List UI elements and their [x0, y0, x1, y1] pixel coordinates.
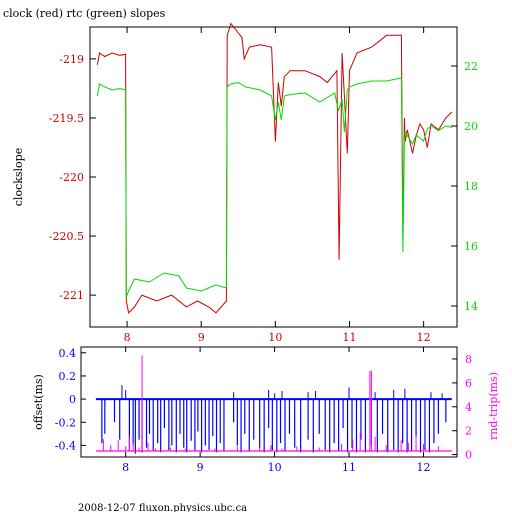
top-y-axis-label: clockslope	[12, 148, 25, 206]
top-y-left-tick-label: -221	[59, 289, 84, 302]
bottom-x-tick-label: 8	[122, 461, 129, 474]
bottom-y-left-tick-label: 0.4	[59, 347, 77, 360]
bottom-x-tick-label: 11	[342, 461, 356, 474]
bottom-y-right-axis-label: rnd-trip(ms)	[487, 372, 500, 440]
top-x-tick-label: 10	[268, 331, 282, 344]
top-y-right-tick-label: 22	[464, 60, 478, 73]
chart-title: clock (red) rtc (green) slopes	[3, 7, 166, 20]
bottom-y-right-tick-label: 6	[465, 377, 472, 390]
bottom-y-right-tick-label: 4	[465, 401, 472, 414]
bottom-y-left-tick-label: -0.4	[55, 439, 76, 452]
top-y-left-tick-label: -220	[59, 171, 84, 184]
bottom-y-left-tick-label: 0	[69, 393, 76, 406]
bottom-y-right-tick-label: 0	[465, 449, 472, 462]
series-line-clock	[96, 22, 453, 314]
footer-caption: 2008-12-07 fluxon.physics.ubc.ca	[78, 503, 247, 512]
bottom-y-left-tick-label: 0.2	[59, 370, 77, 383]
top-y-right-tick-label: 16	[464, 240, 478, 253]
top-panel: 8 9 10 11 12 -219 -219.5 -220 -220.5 -221 22 20 18 16…	[12, 22, 478, 344]
bottom-panel: 8 9 10 11 12 0.4 0.2 0 -0.2 -0.4 8 6 4 2 0 offset(ms) rn…	[32, 346, 500, 474]
top-x-tick-label: 12	[417, 331, 431, 344]
top-x-tick-label: 9	[198, 331, 205, 344]
bottom-x-tick-label: 10	[268, 461, 282, 474]
bottom-x-tick-label: 12	[416, 461, 430, 474]
series-line-rtc	[96, 77, 452, 298]
bottom-y-left-tick-label: -0.2	[55, 416, 76, 429]
bottom-plot-frame	[80, 346, 458, 458]
top-y-left-tick-label: -219	[59, 53, 84, 66]
bottom-y-right-tick-label: 8	[465, 353, 472, 366]
bottom-y-left-axis-label: offset(ms)	[32, 374, 45, 430]
top-y-right-tick-label: 18	[464, 180, 478, 193]
top-y-left-tick-label: -219.5	[49, 112, 84, 125]
bottom-x-tick-label: 9	[197, 461, 204, 474]
top-y-left-tick-label: -220.5	[49, 230, 84, 243]
top-x-tick-label: 11	[342, 331, 356, 344]
top-y-right-tick-label: 20	[464, 120, 478, 133]
bottom-y-right-tick-label: 2	[465, 425, 472, 438]
top-x-tick-label: 8	[124, 331, 131, 344]
top-y-right-tick-label: 14	[464, 300, 478, 313]
